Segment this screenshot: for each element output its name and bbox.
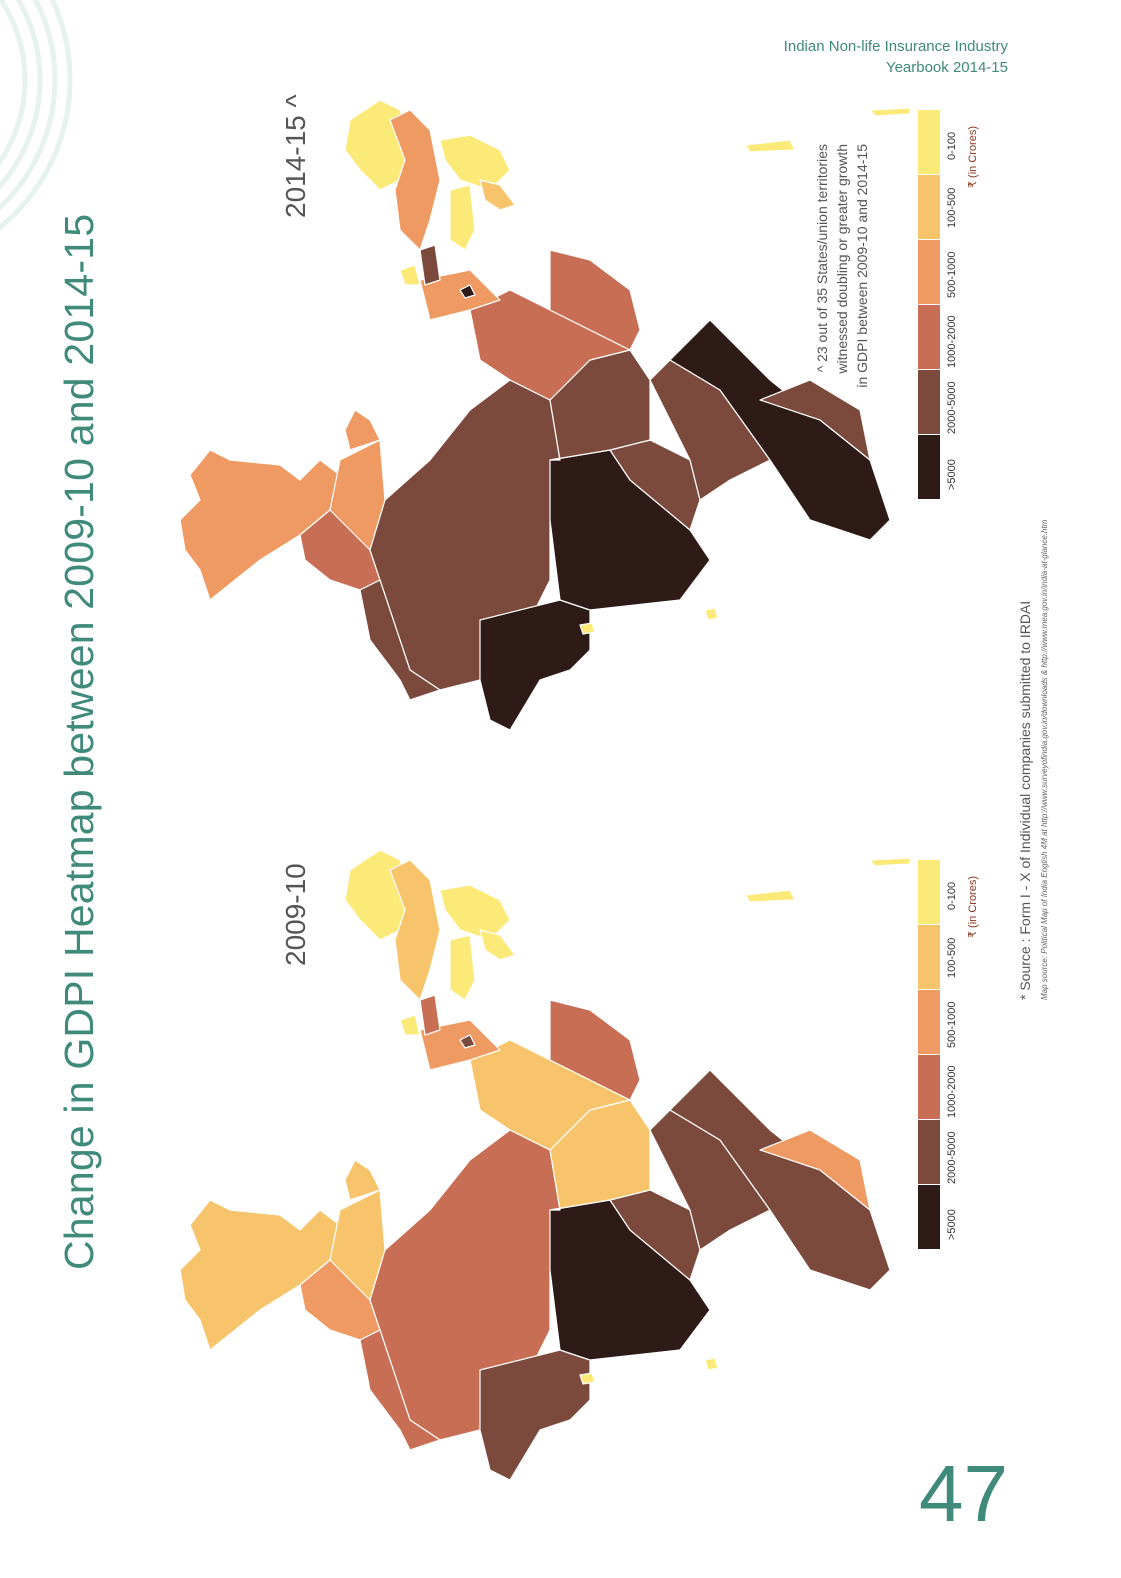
region-uttar-pradesh	[469, 1039, 631, 1151]
region-north-strip	[449, 934, 476, 1001]
legend-swatch-over-5000	[918, 1185, 940, 1250]
region-tamil-nadu	[479, 1349, 591, 1481]
region-assam	[759, 379, 871, 461]
legend-label-100-500: 100-500	[946, 937, 958, 978]
region-himachal	[389, 109, 441, 251]
page-number: 47	[919, 1449, 1008, 1538]
region-north-small	[479, 179, 516, 211]
region-daman	[579, 622, 596, 635]
region-north-small	[479, 929, 516, 961]
legend-label-1000-2000: 1000-2000	[946, 1065, 958, 1118]
legend-label-0-100: 0-100	[946, 131, 958, 160]
region-delhi	[459, 1034, 476, 1049]
region-rajasthan-north	[344, 409, 381, 451]
region-punjab-haryana	[419, 269, 501, 321]
region-lakshadweep	[869, 857, 910, 867]
map-source-note: Map source: Political Map of India Engli…	[1040, 519, 1049, 1000]
legend-color-bar	[918, 110, 940, 500]
legend-label-2000-5000: 2000-5000	[946, 381, 958, 434]
legend-label-over-5000: >5000	[946, 459, 958, 490]
region-karnataka	[359, 1329, 441, 1451]
region-bihar	[549, 249, 641, 351]
legend-2014-15: 0-100 100-500 500-1000 1000-2000 2000-50…	[918, 110, 998, 500]
legend-unit: ₹ (in Crores)	[967, 875, 979, 938]
header-line-1: Indian Non-life Insurance Industry	[783, 38, 1008, 55]
legend-label-500-1000: 500-1000	[946, 1001, 958, 1049]
region-gujarat	[179, 449, 341, 601]
region-lakshadweep	[869, 107, 910, 117]
region-delhi	[459, 284, 476, 299]
legend-unit: ₹ (in Crores)	[967, 125, 979, 188]
region-punjab-haryana	[419, 1019, 501, 1071]
region-gujarat	[179, 1199, 341, 1351]
publication-header: Indian Non-life Insurance Industry Yearb…	[784, 36, 1008, 78]
legend-swatch-500-1000	[918, 990, 940, 1055]
region-rajasthan-north	[344, 1159, 381, 1201]
legend-swatch-1000-2000	[918, 1055, 940, 1120]
page-title: Change in GDPI Heatmap between 2009-10 a…	[56, 213, 102, 1270]
region-karnataka	[359, 579, 441, 701]
legend-swatch-0-100	[918, 110, 940, 175]
region-himachal	[389, 859, 441, 1001]
region-daman	[579, 1372, 596, 1385]
header-line-2: Yearbook 2014-15	[885, 59, 1008, 76]
region-sikkim	[419, 244, 441, 286]
region-goa-west	[399, 1014, 421, 1036]
region-goa-west	[399, 264, 421, 286]
legend-label-0-100: 0-100	[946, 881, 958, 910]
region-north-strip	[449, 184, 476, 251]
legend-color-bar	[918, 860, 940, 1250]
legend-swatch-0-100	[918, 860, 940, 925]
legend-swatch-1000-2000	[918, 305, 940, 370]
region-puducherry	[704, 607, 719, 621]
legend-label-2000-5000: 2000-5000	[946, 1131, 958, 1184]
legend-label-1000-2000: 1000-2000	[946, 315, 958, 368]
legend-swatch-2000-5000	[918, 370, 940, 435]
region-sikkim	[419, 994, 441, 1036]
legend-label-over-5000: >5000	[946, 1209, 958, 1240]
source-note: * Source : Form I - X of Individual comp…	[1017, 600, 1033, 1000]
region-andaman	[744, 139, 796, 153]
india-map-2014-15	[179, 99, 910, 731]
region-assam	[759, 1129, 871, 1211]
legend-2009-10: 0-100 100-500 500-1000 1000-2000 2000-50…	[918, 860, 998, 1250]
india-map-2009-10	[179, 849, 910, 1481]
region-tamil-nadu	[479, 599, 591, 731]
region-uttarakhand	[439, 134, 511, 191]
region-bihar	[549, 999, 641, 1101]
legend-swatch-2000-5000	[918, 1120, 940, 1185]
legend-swatch-100-500	[918, 175, 940, 240]
region-puducherry	[704, 1357, 719, 1371]
legend-swatch-500-1000	[918, 240, 940, 305]
legend-swatch-100-500	[918, 925, 940, 990]
region-andaman	[744, 889, 796, 903]
region-uttar-pradesh	[469, 289, 631, 401]
decorative-arcs	[0, 0, 73, 231]
region-uttarakhand	[439, 884, 511, 941]
legend-label-500-1000: 500-1000	[946, 251, 958, 299]
legend-swatch-over-5000	[918, 435, 940, 500]
legend-label-100-500: 100-500	[946, 187, 958, 228]
